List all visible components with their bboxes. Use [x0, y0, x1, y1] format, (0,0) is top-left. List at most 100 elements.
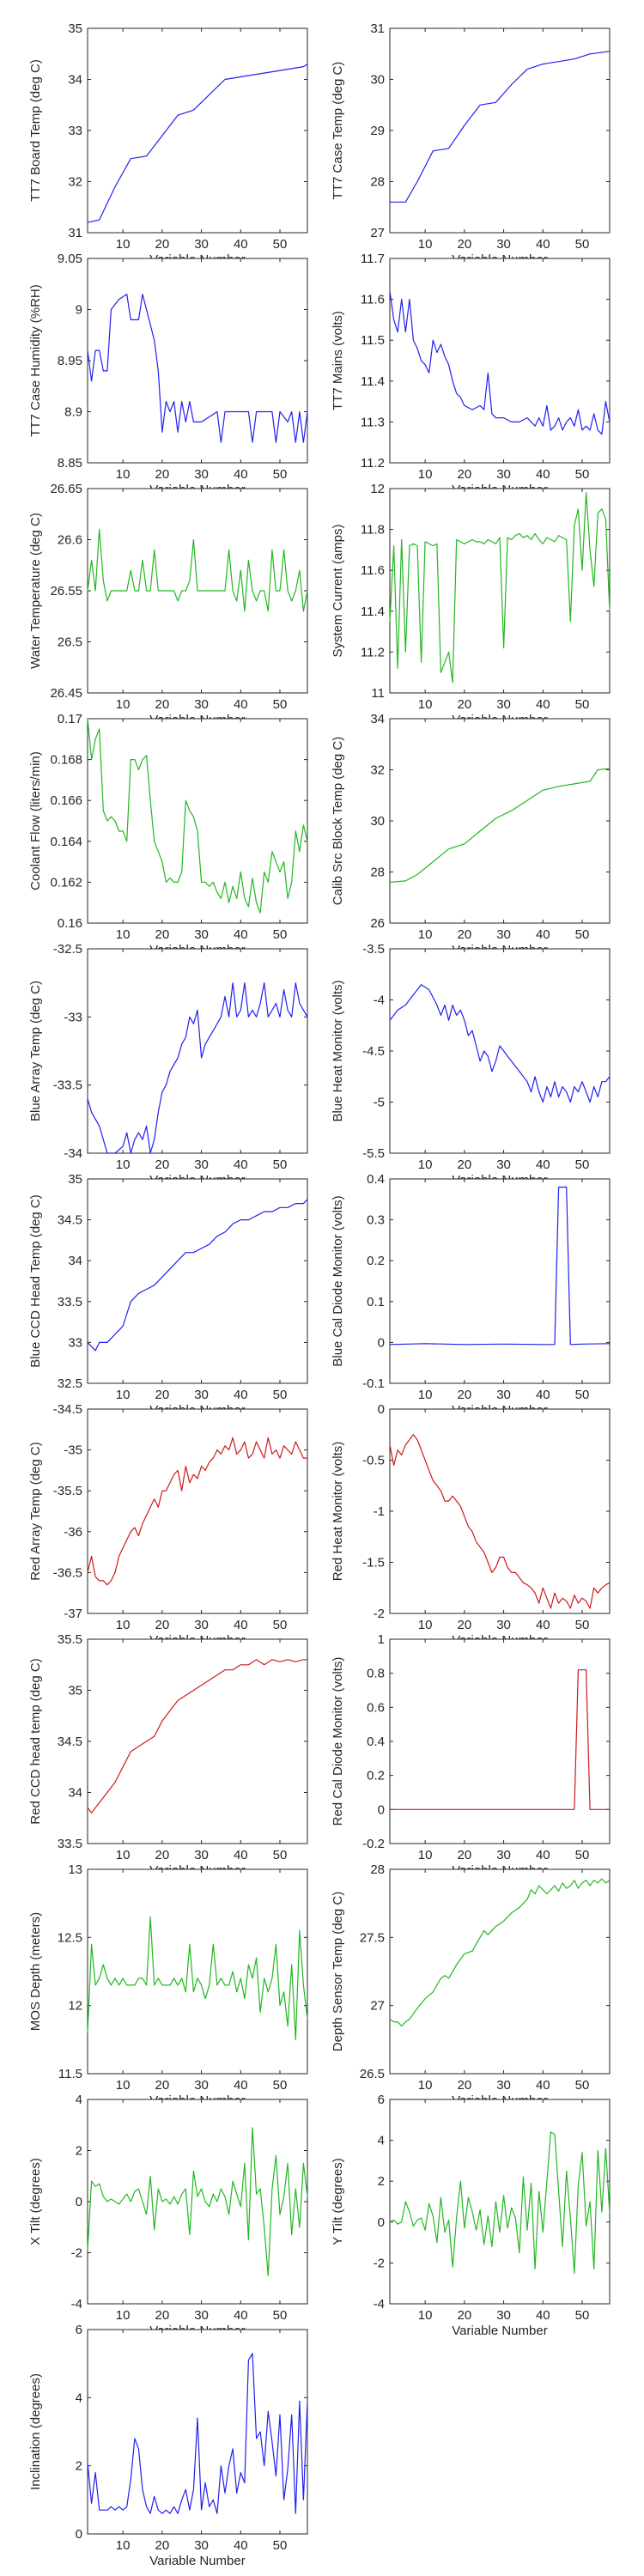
x-tick-label: 20 [458, 237, 472, 252]
x-tick-label: 50 [273, 697, 288, 712]
x-tick-label: 30 [194, 1388, 209, 1402]
x-tick-label: 50 [575, 1157, 590, 1172]
x-tick-label: 40 [234, 2538, 248, 2553]
y-tick-label: 27 [370, 1999, 385, 2014]
x-tick-label: 30 [194, 2078, 209, 2093]
x-tick-label: 20 [155, 467, 170, 482]
y-axis-label: Water Temperature (deg C) [28, 513, 43, 669]
series-line [87, 294, 308, 443]
x-tick-label: 50 [575, 1388, 590, 1402]
y-tick-label: 9.05 [58, 252, 82, 266]
y-tick-label: 34 [68, 1254, 82, 1268]
x-tick-label: 40 [234, 237, 248, 252]
y-axis-label: Calib Src Block Temp (deg C) [331, 737, 345, 905]
y-axis-label: TT7 Board Temp (deg C) [28, 59, 43, 202]
series-line [390, 1669, 610, 1810]
x-tick-label: 10 [116, 1618, 131, 1632]
y-tick-label: 32 [370, 763, 385, 778]
x-axis-label: Variable Number [149, 2554, 245, 2568]
x-tick-label: 40 [234, 2308, 248, 2323]
y-tick-label: -4.5 [362, 1044, 385, 1059]
y-tick-label: -34.5 [53, 1402, 82, 1417]
chart-panel: 102030405026.4526.526.5526.626.65Variabl… [28, 482, 308, 727]
x-tick-label: 10 [418, 1618, 433, 1632]
x-tick-label: 30 [496, 2308, 511, 2323]
x-tick-label: 10 [116, 697, 131, 712]
x-tick-label: 10 [116, 2078, 131, 2093]
x-tick-label: 50 [575, 697, 590, 712]
y-tick-label: 27 [370, 226, 385, 240]
series-line [389, 1186, 611, 1346]
plot-frame [389, 1408, 611, 1614]
y-tick-label: 11.2 [361, 456, 385, 471]
y-tick-label: -2 [374, 1607, 385, 1621]
y-tick-label: 8.95 [58, 354, 82, 368]
series-line [87, 1437, 307, 1586]
y-tick-label: 0.4 [367, 1172, 385, 1187]
y-tick-label: 8.9 [64, 405, 82, 420]
x-tick-label: 50 [575, 1848, 590, 1862]
x-tick-label: 10 [418, 2078, 433, 2093]
y-tick-label: 26.5 [360, 2067, 385, 2081]
x-tick-label: 10 [418, 1157, 433, 1172]
x-tick-label: 20 [458, 1618, 472, 1632]
x-tick-label: 30 [496, 1157, 511, 1172]
x-tick-label: 40 [536, 1618, 550, 1632]
x-tick-label: 10 [418, 697, 433, 712]
y-tick-label: 32.5 [58, 1376, 82, 1391]
y-axis-label: TT7 Case Humidity (%RH) [28, 284, 43, 437]
plot-frame [87, 2099, 308, 2305]
chart-panel: 10203040502628303234Variable NumberCalib… [331, 712, 611, 957]
x-tick-label: 10 [116, 237, 131, 252]
y-tick-label: -37 [64, 1607, 82, 1621]
chart-panel: 10 20 30 40 50 0 2 4 6 Variable Number Inclination… [28, 2323, 308, 2568]
y-tick-label: 27.5 [360, 1930, 385, 1945]
x-tick-label: 40 [234, 467, 248, 482]
x-tick-label: 50 [575, 1618, 590, 1632]
series-line [389, 984, 611, 1103]
plot-frame [87, 1868, 308, 2075]
y-axis-label: MOS Depth (meters) [28, 1912, 43, 2031]
series-line [390, 51, 611, 203]
y-tick-label: 30 [370, 814, 385, 829]
y-tick-label: -4 [71, 2297, 82, 2312]
y-tick-label: -2 [71, 2246, 82, 2261]
x-tick-label: 30 [496, 2078, 511, 2093]
x-tick-label: 10 [116, 1388, 131, 1402]
x-tick-label: 20 [458, 467, 472, 482]
series-line [87, 64, 308, 223]
y-tick-label: 11.4 [361, 374, 385, 389]
y-tick-label: 12 [370, 482, 385, 496]
x-tick-label: 50 [273, 2308, 288, 2323]
y-tick-label: 34 [370, 712, 385, 726]
y-tick-label: 0 [378, 1335, 385, 1350]
y-tick-label: 0.2 [367, 1769, 385, 1783]
y-tick-label: 0 [378, 1402, 385, 1417]
x-tick-label: 10 [418, 1388, 433, 1402]
y-tick-label: 0.8 [367, 1667, 385, 1681]
x-tick-label: 40 [234, 697, 248, 712]
y-axis-label: X Tilt (degrees) [28, 2158, 43, 2245]
x-tick-label: 10 [418, 2308, 433, 2323]
y-axis-label: Blue Heat Monitor (volts) [331, 980, 345, 1121]
x-tick-label: 20 [458, 697, 472, 712]
y-tick-label: 4 [76, 2093, 82, 2107]
y-tick-label: -0.2 [362, 1837, 385, 1851]
y-tick-label: 35 [68, 1684, 82, 1698]
x-tick-label: 40 [536, 1388, 550, 1402]
plot-frame [87, 948, 308, 1154]
y-tick-label: 26 [370, 916, 385, 931]
x-tick-label: 30 [194, 1157, 209, 1172]
x-tick-label: 40 [536, 1157, 550, 1172]
series-line [87, 1916, 308, 2040]
x-tick-label: 40 [536, 467, 550, 482]
y-tick-label: -0.5 [362, 1454, 385, 1468]
x-tick-label: 20 [155, 2078, 170, 2093]
plot-frame [389, 1868, 611, 2075]
